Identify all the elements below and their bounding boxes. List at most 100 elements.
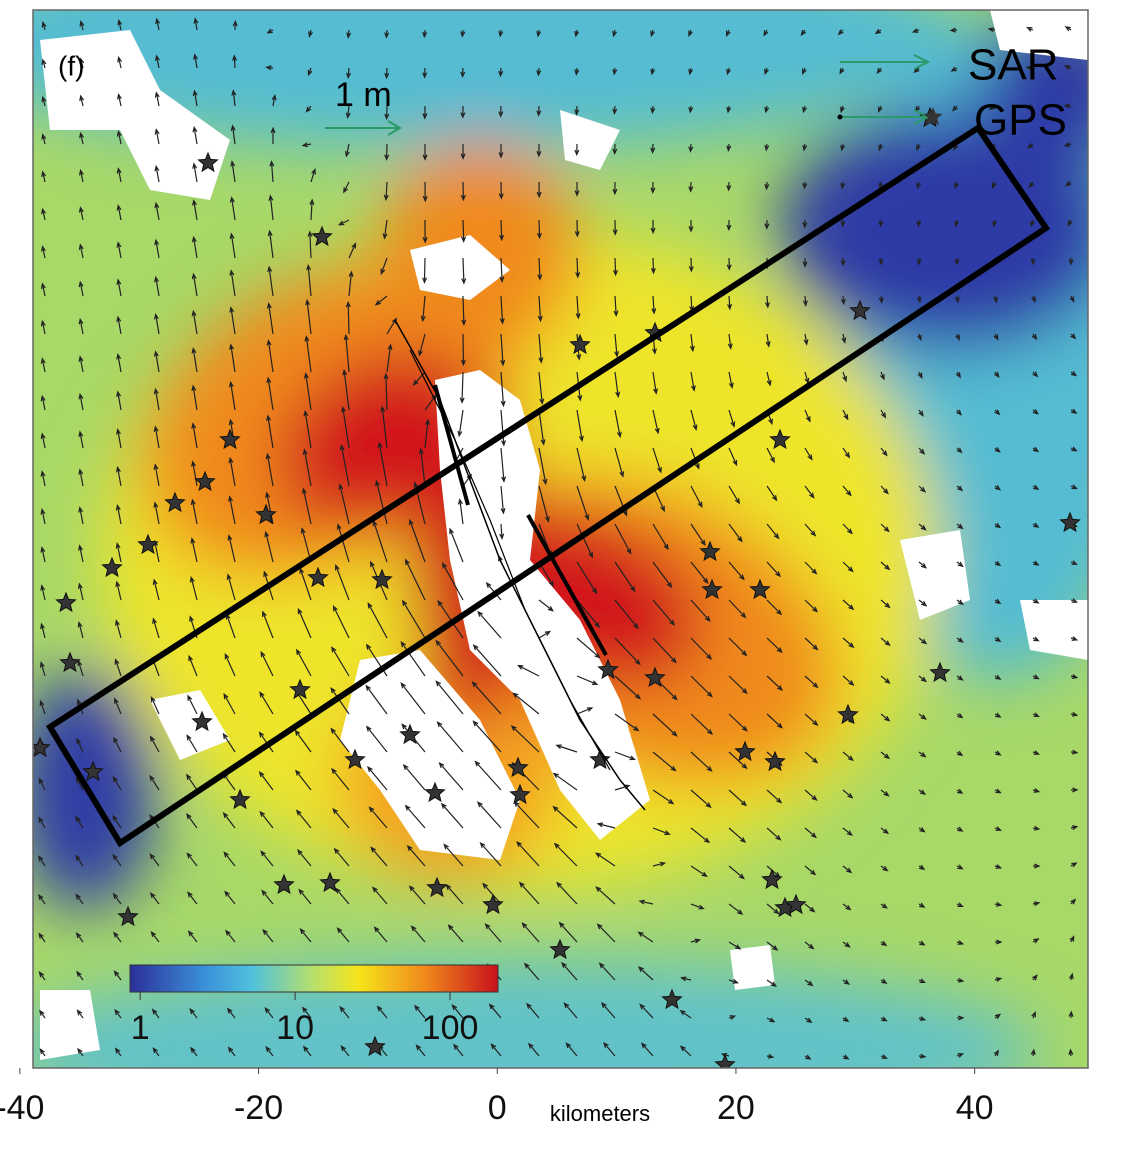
arrow xyxy=(536,143,542,158)
arrow xyxy=(76,737,84,753)
arrow xyxy=(652,599,676,626)
arrow xyxy=(612,29,618,38)
arrow xyxy=(335,887,350,905)
arrow xyxy=(956,864,964,870)
arrow xyxy=(230,124,236,145)
arrow xyxy=(880,827,890,835)
arrow xyxy=(690,523,706,547)
arrow xyxy=(510,725,540,753)
arrow xyxy=(766,1017,776,1023)
arrow xyxy=(988,104,996,111)
arrow xyxy=(652,637,677,664)
arrow xyxy=(594,852,616,867)
arrow xyxy=(461,219,467,243)
arrow xyxy=(918,827,926,833)
arrow xyxy=(1063,103,1072,109)
arrow xyxy=(766,447,775,464)
arrow xyxy=(415,1044,426,1057)
arrow xyxy=(994,522,1002,529)
arrow xyxy=(766,903,780,915)
arrow xyxy=(192,89,198,107)
arrow xyxy=(264,530,274,563)
arrow xyxy=(994,1013,1002,1020)
arrow xyxy=(804,751,819,764)
gps-station xyxy=(929,661,951,683)
arrow xyxy=(802,105,808,114)
arrow xyxy=(1064,26,1072,32)
arrow xyxy=(367,765,388,791)
arrow xyxy=(500,409,506,447)
arrow xyxy=(766,485,778,502)
arrow xyxy=(191,309,198,335)
arrow xyxy=(187,930,198,943)
arrow xyxy=(1028,181,1035,189)
arrow xyxy=(78,317,84,335)
arrow xyxy=(414,1004,426,1019)
arrow xyxy=(918,789,927,796)
arrow xyxy=(956,788,964,794)
gps-station xyxy=(507,756,529,778)
arrow xyxy=(538,630,552,639)
arrow xyxy=(348,242,357,259)
arrow xyxy=(956,977,965,983)
arrow xyxy=(766,789,783,804)
arrow xyxy=(113,931,122,943)
arrow xyxy=(460,67,466,79)
arrow xyxy=(575,295,581,320)
displacement-arrows xyxy=(38,17,1079,1060)
arrow xyxy=(76,970,84,981)
arrow xyxy=(259,691,274,715)
arrow xyxy=(526,1002,540,1019)
arrow xyxy=(500,485,506,515)
arrow xyxy=(308,29,313,38)
arrow xyxy=(39,699,46,715)
arrow xyxy=(229,343,236,373)
gps-station xyxy=(785,893,807,915)
arrow xyxy=(726,219,732,232)
arrow xyxy=(116,390,122,411)
arrow xyxy=(842,675,855,686)
arrow xyxy=(538,599,554,612)
arrow xyxy=(116,278,122,297)
gps-station xyxy=(273,873,295,895)
arrow xyxy=(994,674,1002,680)
arrow xyxy=(842,409,849,421)
arrow xyxy=(552,772,578,791)
arrow xyxy=(340,405,350,449)
arrow xyxy=(191,384,198,411)
arrow xyxy=(78,544,84,563)
arrow xyxy=(154,164,160,183)
arrow xyxy=(1025,104,1034,109)
arrow xyxy=(842,751,854,762)
arrow xyxy=(954,219,960,228)
arrow xyxy=(498,29,504,38)
arrow xyxy=(574,105,580,116)
arrow xyxy=(690,637,713,660)
arrow xyxy=(435,639,464,677)
arrow xyxy=(766,523,780,540)
arrow xyxy=(309,198,315,221)
arrow xyxy=(78,355,84,373)
arrow xyxy=(766,561,782,578)
gps-station xyxy=(701,578,723,600)
arrow xyxy=(259,810,274,829)
arrow xyxy=(764,219,770,230)
arrow xyxy=(410,925,426,943)
arrow xyxy=(1027,143,1034,149)
arrow xyxy=(690,938,702,944)
arrow xyxy=(956,940,965,945)
arrow xyxy=(336,523,350,563)
arrow xyxy=(918,751,927,758)
arrow xyxy=(688,257,694,273)
arrow xyxy=(1032,901,1041,907)
arrow xyxy=(764,143,770,152)
arrow xyxy=(650,143,656,154)
arrow xyxy=(39,661,46,677)
arrow xyxy=(688,67,694,76)
arrow xyxy=(840,143,846,152)
arrow xyxy=(690,865,708,878)
arrow xyxy=(956,750,964,757)
arrow xyxy=(222,732,236,753)
arrow xyxy=(766,1053,775,1059)
gps-station xyxy=(661,988,683,1010)
